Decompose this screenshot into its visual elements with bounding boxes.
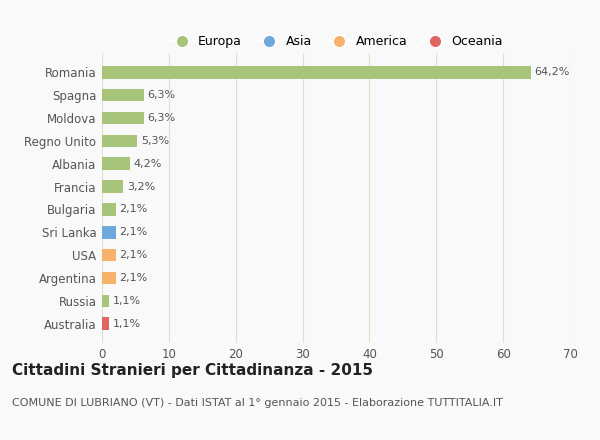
Bar: [102, 180, 124, 193]
Text: 2,1%: 2,1%: [119, 273, 148, 283]
Text: 2,1%: 2,1%: [119, 227, 148, 237]
Text: 6,3%: 6,3%: [148, 90, 176, 100]
Text: 6,3%: 6,3%: [148, 113, 176, 123]
Text: 4,2%: 4,2%: [133, 159, 162, 169]
Bar: [102, 249, 116, 261]
Bar: [102, 135, 137, 147]
Bar: [102, 203, 116, 216]
Bar: [102, 272, 116, 284]
Text: Cittadini Stranieri per Cittadinanza - 2015: Cittadini Stranieri per Cittadinanza - 2…: [12, 363, 373, 378]
Bar: [102, 158, 130, 170]
Bar: [102, 112, 144, 124]
Text: 2,1%: 2,1%: [119, 205, 148, 214]
Bar: [102, 66, 531, 79]
Bar: [102, 226, 116, 238]
Bar: [102, 317, 109, 330]
Text: 1,1%: 1,1%: [113, 319, 141, 329]
Bar: [102, 294, 109, 307]
Legend: Europa, Asia, America, Oceania: Europa, Asia, America, Oceania: [164, 30, 508, 53]
Text: 5,3%: 5,3%: [141, 136, 169, 146]
Text: 1,1%: 1,1%: [113, 296, 141, 306]
Text: 64,2%: 64,2%: [535, 67, 570, 77]
Bar: [102, 89, 144, 102]
Text: 3,2%: 3,2%: [127, 182, 155, 191]
Text: 2,1%: 2,1%: [119, 250, 148, 260]
Text: COMUNE DI LUBRIANO (VT) - Dati ISTAT al 1° gennaio 2015 - Elaborazione TUTTITALI: COMUNE DI LUBRIANO (VT) - Dati ISTAT al …: [12, 398, 503, 408]
